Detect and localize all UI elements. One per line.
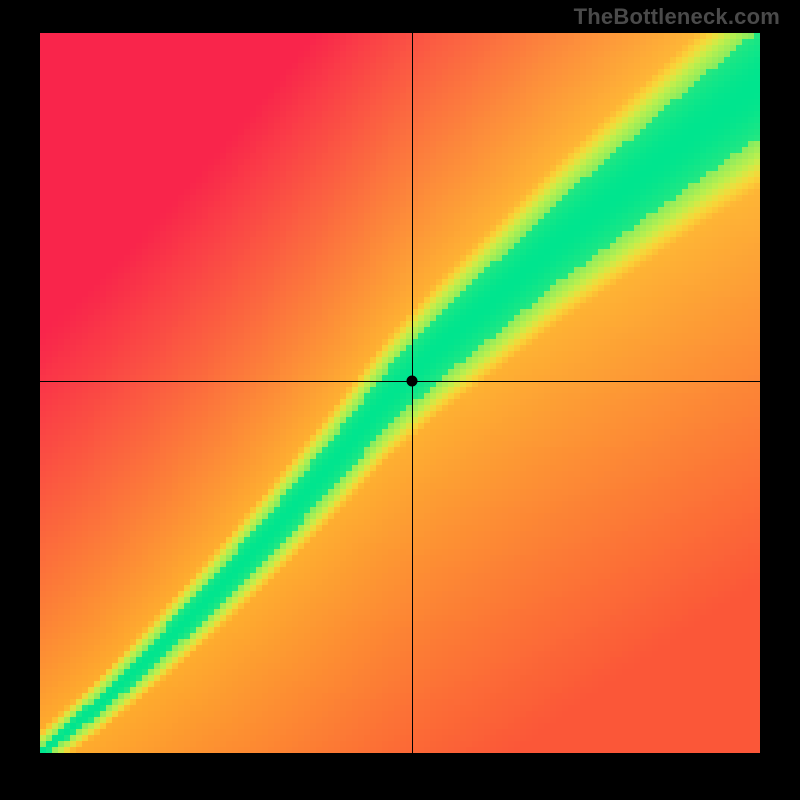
crosshair-vertical [412, 33, 413, 753]
crosshair-dot [406, 376, 417, 387]
heatmap-plot [40, 33, 760, 753]
heatmap-canvas [40, 33, 760, 753]
watermark-text: TheBottleneck.com [574, 4, 780, 30]
crosshair-horizontal [40, 381, 760, 382]
